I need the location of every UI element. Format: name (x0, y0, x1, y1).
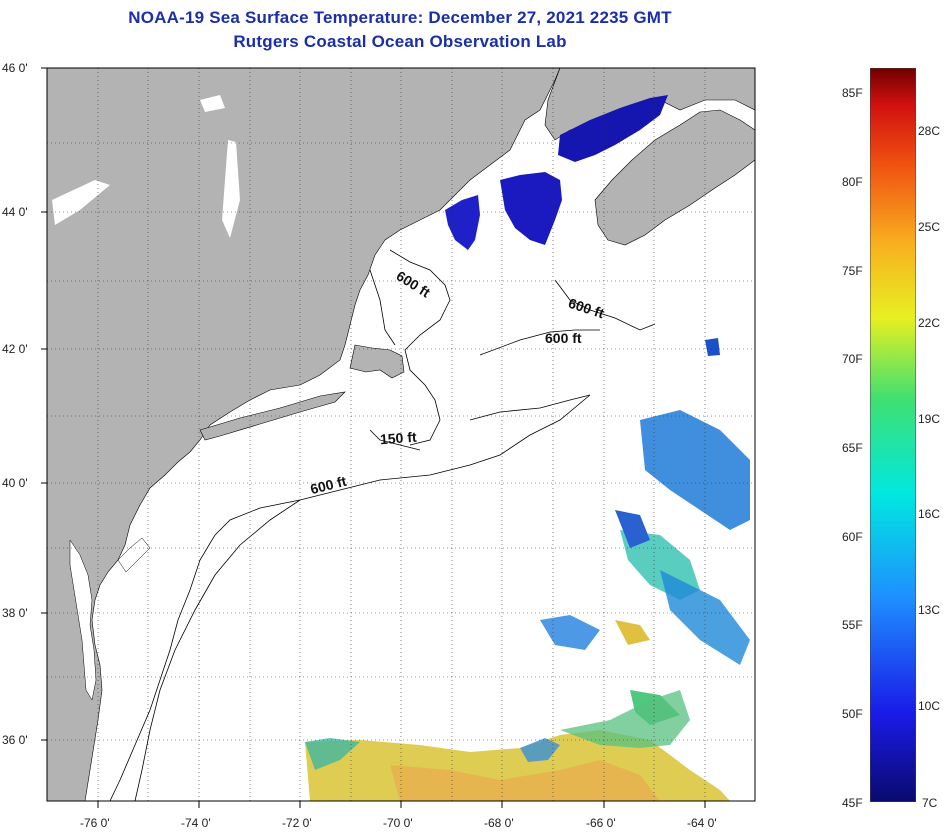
colorbar-f-label: 85F (842, 86, 863, 100)
sst-offshore-patches (540, 338, 750, 725)
sst-warm-band-core (390, 760, 660, 801)
inland-lake (52, 180, 110, 225)
colorbar-c-label: 25C (918, 220, 941, 234)
long-island (199, 391, 346, 441)
inland-lake (222, 140, 240, 238)
lat-label: 46 0' (2, 61, 28, 75)
cape-cod (349, 344, 405, 379)
delaware-bay (117, 537, 151, 573)
sst-cold-penobscot (445, 195, 480, 250)
colorbar-f-label: 80F (842, 175, 863, 189)
chesapeake-bay (69, 539, 97, 701)
us-coast-land (47, 68, 561, 801)
colorbar-c-label: 19C (918, 412, 941, 426)
colorbar-c-label: 10C (918, 699, 941, 713)
sst-cold-fundy (558, 95, 668, 162)
colorbar-c-label: 7C (922, 796, 938, 810)
lat-label: 40 0' (2, 476, 28, 490)
colorbar-f-label: 55F (842, 618, 863, 632)
colorbar-f-label: 70F (842, 352, 863, 366)
lat-label: 36 0' (2, 733, 28, 747)
isobath-label: 150 ft (379, 428, 418, 448)
inland-lake (200, 95, 225, 112)
sst-cold-maine (500, 172, 562, 245)
lon-label: -64 0' (687, 816, 717, 830)
map-title: NOAA-19 Sea Surface Temperature: Decembe… (128, 8, 672, 27)
colorbar-f-label: 75F (842, 264, 863, 278)
map-subtitle: Rutgers Coastal Ocean Observation Lab (233, 32, 567, 51)
colorbar-c-label: 13C (918, 603, 941, 617)
colorbar-c-label: 22C (918, 316, 941, 330)
sst-warm-edge (305, 738, 360, 770)
axis-ticks (41, 67, 706, 808)
isobath-lines (109, 249, 656, 801)
lon-label: -70 0' (383, 816, 413, 830)
lon-label: -66 0' (586, 816, 616, 830)
colorbar-c-label: 16C (918, 507, 941, 521)
lat-label: 44 0' (2, 205, 28, 219)
sst-warm-edge (520, 738, 560, 762)
colorbar-f-label: 60F (842, 530, 863, 544)
colorbar (870, 68, 916, 802)
colorbar-f-label: 50F (842, 707, 863, 721)
lon-label: -74 0' (181, 816, 211, 830)
sst-warm-east (560, 690, 690, 748)
colorbar-c-label: 28C (918, 124, 941, 138)
lon-label: -72 0' (282, 816, 312, 830)
lon-label: -68 0' (484, 816, 514, 830)
lat-label: 38 0' (2, 606, 28, 620)
isobath-label: 600 ft (545, 330, 582, 346)
lat-label: 42 0' (2, 342, 28, 356)
colorbar-f-label: 45F (842, 796, 863, 810)
colorbar-f-label: 65F (842, 441, 863, 455)
nova-scotia-land (594, 109, 755, 246)
lon-label: -76 0' (80, 816, 110, 830)
